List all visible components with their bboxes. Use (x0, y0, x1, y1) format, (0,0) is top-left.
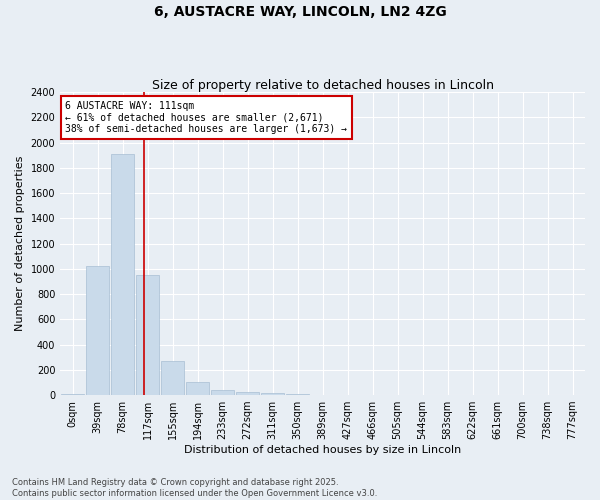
X-axis label: Distribution of detached houses by size in Lincoln: Distribution of detached houses by size … (184, 445, 461, 455)
Title: Size of property relative to detached houses in Lincoln: Size of property relative to detached ho… (152, 79, 494, 92)
Bar (161, 361, 184, 395)
Text: Contains HM Land Registry data © Crown copyright and database right 2025.
Contai: Contains HM Land Registry data © Crown c… (12, 478, 377, 498)
Bar (187, 382, 209, 395)
Bar (236, 392, 259, 395)
Y-axis label: Number of detached properties: Number of detached properties (15, 156, 25, 331)
Text: 6 AUSTACRE WAY: 111sqm
← 61% of detached houses are smaller (2,671)
38% of semi-: 6 AUSTACRE WAY: 111sqm ← 61% of detached… (65, 101, 347, 134)
Bar (262, 393, 284, 395)
Bar (286, 394, 309, 395)
Bar (86, 266, 109, 395)
Bar (211, 390, 234, 395)
Bar (136, 275, 159, 395)
Bar (112, 154, 134, 395)
Text: 6, AUSTACRE WAY, LINCOLN, LN2 4ZG: 6, AUSTACRE WAY, LINCOLN, LN2 4ZG (154, 5, 446, 19)
Bar (61, 394, 84, 395)
